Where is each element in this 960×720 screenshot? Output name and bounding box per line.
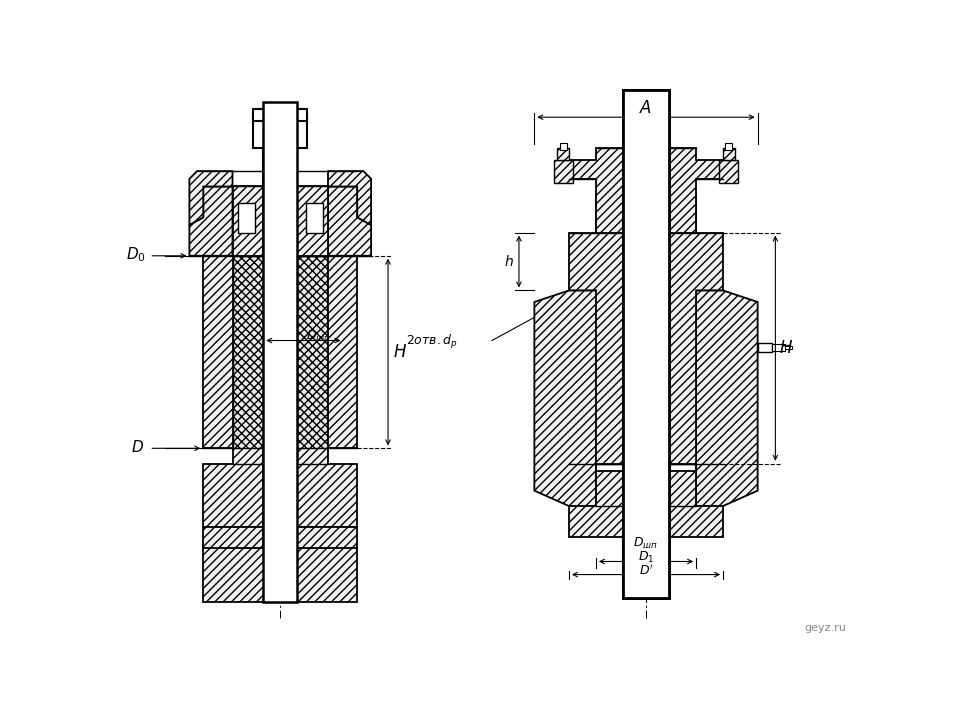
Polygon shape [328, 186, 372, 256]
Polygon shape [696, 290, 757, 506]
Polygon shape [535, 290, 596, 506]
Bar [725, 143, 732, 150]
Polygon shape [328, 171, 372, 225]
Polygon shape [569, 472, 623, 537]
Polygon shape [569, 194, 623, 506]
Text: $2отв.d_р$: $2отв.d_р$ [406, 333, 457, 351]
Bar [623, 90, 669, 598]
Text: $D_0$: $D_0$ [126, 245, 145, 264]
Bar [230, 526, 330, 549]
Bar [558, 148, 569, 160]
Text: $h$: $h$ [504, 253, 514, 269]
Bar [204, 544, 357, 603]
Polygon shape [253, 117, 307, 186]
Polygon shape [328, 256, 357, 449]
Text: $D$: $D$ [132, 438, 144, 455]
Text: $D_{шп}$: $D_{шп}$ [634, 536, 659, 552]
Text: $D_1$: $D_1$ [637, 550, 654, 565]
Polygon shape [298, 186, 328, 256]
Text: $H$: $H$ [393, 343, 407, 361]
Polygon shape [232, 186, 263, 256]
Polygon shape [669, 148, 723, 233]
Polygon shape [204, 256, 232, 449]
Text: $D_{шп}$: $D_{шп}$ [306, 329, 331, 344]
Text: $A$: $A$ [639, 100, 653, 117]
Polygon shape [204, 527, 263, 549]
Text: $D'$: $D'$ [638, 564, 654, 578]
Bar [723, 148, 734, 160]
Bar [238, 204, 254, 233]
Bar [554, 160, 573, 183]
Polygon shape [569, 148, 623, 233]
Polygon shape [298, 256, 328, 449]
Bar [757, 343, 772, 352]
Polygon shape [204, 449, 263, 527]
Bar [560, 143, 567, 150]
Polygon shape [669, 233, 696, 464]
Bar [305, 204, 323, 233]
Bar [784, 346, 792, 349]
Bar [623, 537, 669, 595]
Bar [263, 102, 298, 603]
Polygon shape [669, 472, 723, 537]
Bar [719, 160, 738, 183]
Polygon shape [298, 449, 357, 527]
Text: $H$: $H$ [780, 340, 793, 356]
Polygon shape [298, 527, 357, 549]
Polygon shape [189, 186, 232, 256]
Bar [623, 90, 669, 598]
Bar [772, 344, 785, 351]
Polygon shape [189, 171, 232, 225]
Polygon shape [669, 194, 723, 506]
Polygon shape [596, 233, 623, 464]
Bar [253, 109, 307, 121]
Text: geyz.ru: geyz.ru [804, 623, 846, 633]
Polygon shape [232, 256, 263, 449]
